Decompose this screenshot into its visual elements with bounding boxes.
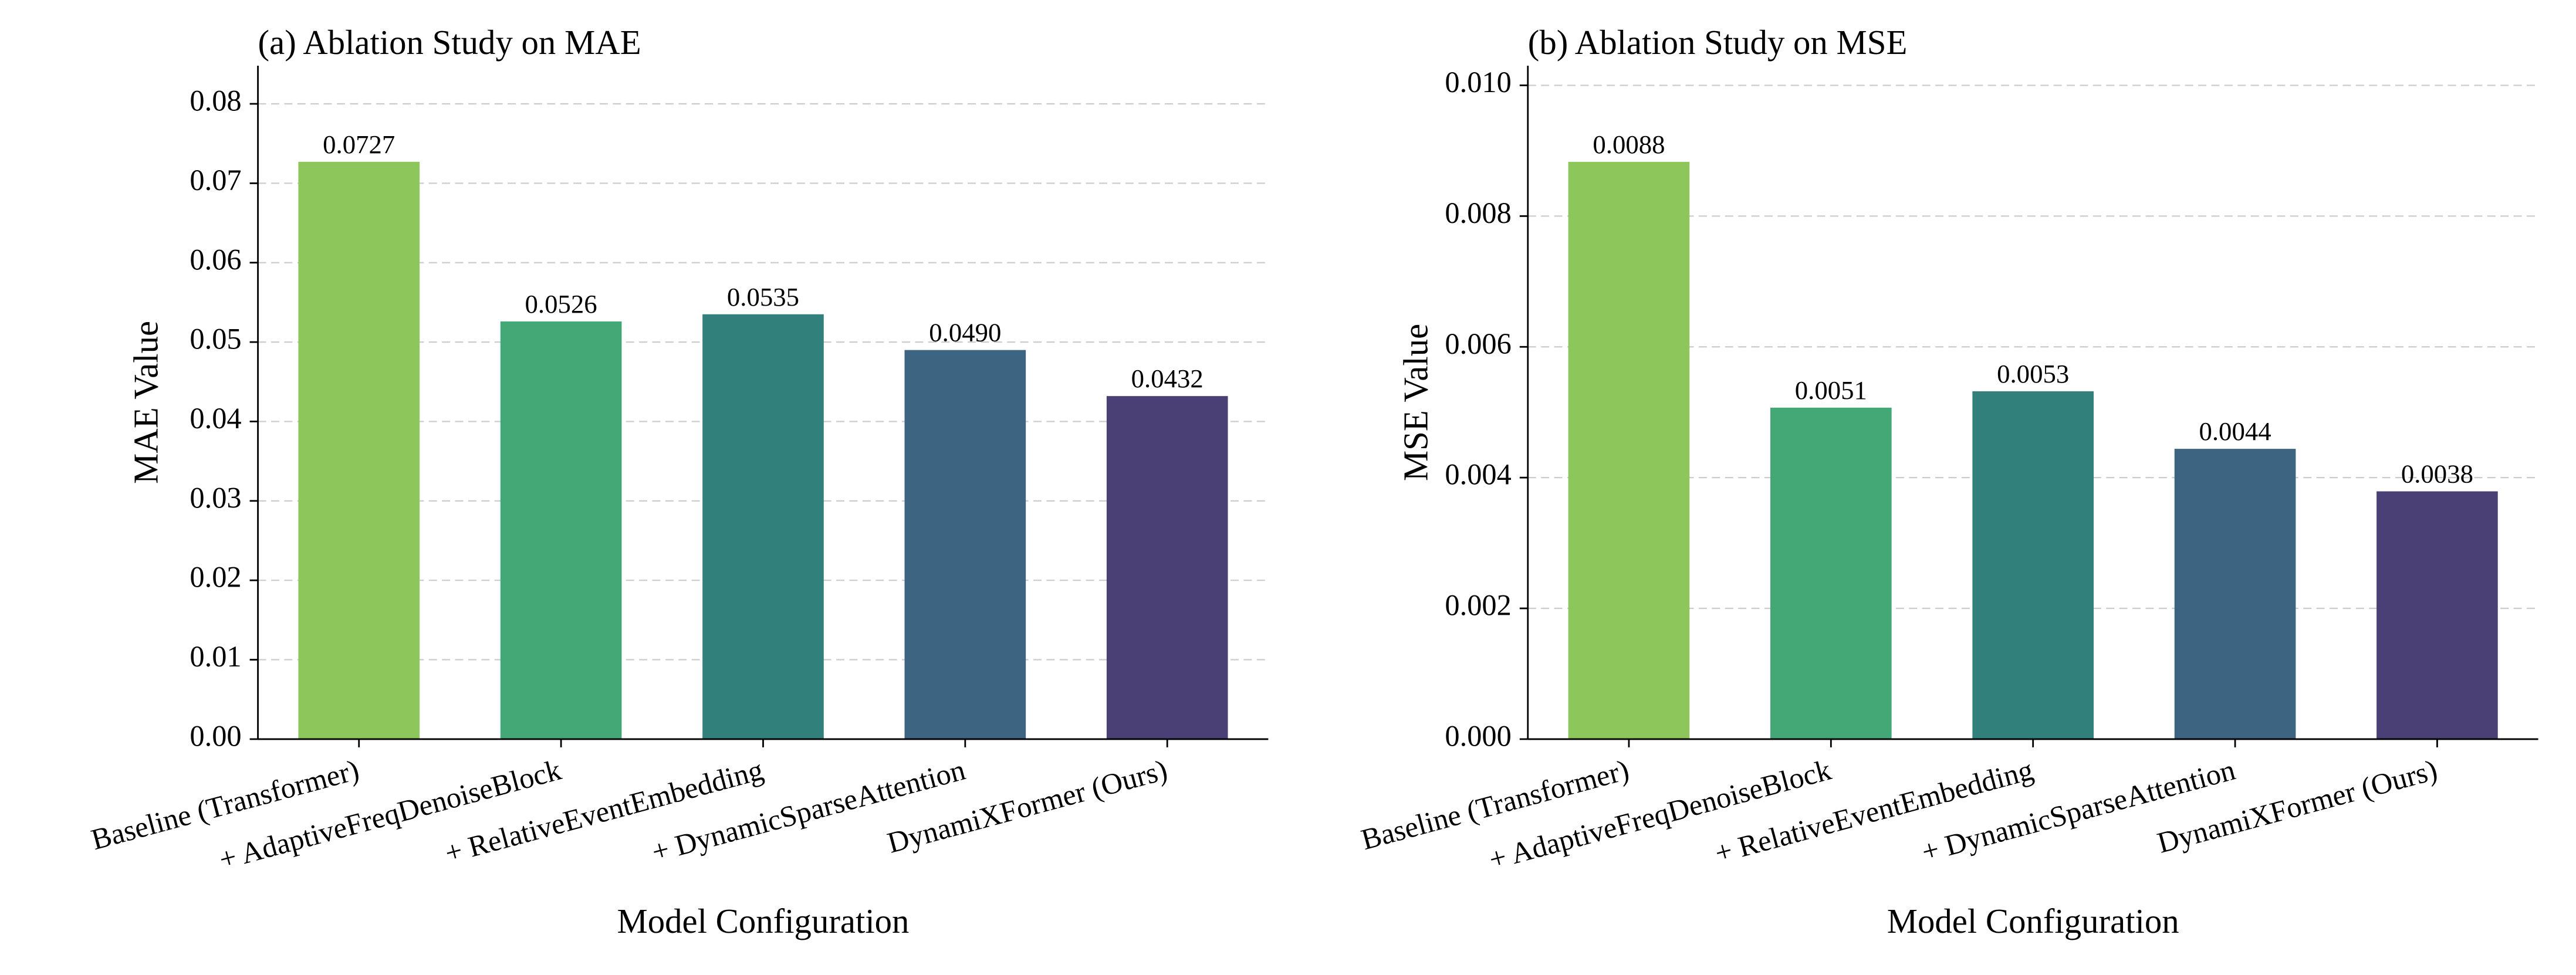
value-label: 0.0727	[323, 130, 395, 159]
y-tick-label: 0.01	[190, 640, 241, 673]
y-tick-label: 0.08	[190, 84, 241, 117]
y-tick-label: 0.00	[190, 719, 241, 752]
y-axis-label: MAE Value	[127, 321, 165, 484]
value-label: 0.0535	[727, 282, 799, 312]
y-tick-label: 0.07	[190, 164, 241, 197]
value-label: 0.0490	[929, 318, 1001, 347]
bar	[904, 350, 1026, 739]
bar	[2376, 491, 2498, 739]
value-label: 0.0038	[2401, 459, 2473, 489]
y-tick-label: 0.000	[1445, 719, 1511, 752]
x-axis-label: Model Configuration	[617, 902, 910, 940]
bar	[702, 314, 824, 739]
bar	[298, 161, 420, 739]
bar	[2174, 449, 2296, 739]
y-tick-label: 0.06	[190, 243, 241, 276]
y-tick-label: 0.006	[1445, 327, 1511, 360]
value-label: 0.0053	[1997, 359, 2069, 388]
x-tick-label: + AdaptiveFreqDenoiseBlock	[1486, 753, 1835, 876]
y-tick-label: 0.002	[1445, 589, 1511, 622]
bar	[1106, 396, 1228, 739]
y-tick-label: 0.04	[190, 402, 241, 435]
y-tick-label: 0.02	[190, 561, 241, 594]
value-label: 0.0526	[525, 289, 597, 319]
y-tick-label: 0.05	[190, 323, 241, 356]
value-label: 0.0088	[1593, 130, 1665, 159]
chart-title: (a) Ablation Study on MAE	[258, 23, 641, 62]
bar	[1972, 391, 2094, 739]
value-label: 0.0044	[2199, 417, 2271, 446]
x-axis-label: Model Configuration	[1887, 902, 2179, 940]
y-tick-label: 0.03	[190, 481, 241, 514]
value-label: 0.0432	[1131, 364, 1204, 393]
x-tick-label: + AdaptiveFreqDenoiseBlock	[215, 753, 564, 876]
bar	[500, 321, 622, 739]
y-tick-label: 0.010	[1445, 66, 1511, 99]
chart-title: (b) Ablation Study on MSE	[1528, 23, 1908, 62]
bar	[1770, 407, 1892, 739]
y-tick-label: 0.008	[1445, 197, 1511, 229]
y-axis-label: MSE Value	[1397, 324, 1435, 481]
value-label: 0.0051	[1795, 375, 1867, 405]
bar	[1568, 161, 1690, 739]
y-tick-label: 0.004	[1445, 458, 1511, 491]
